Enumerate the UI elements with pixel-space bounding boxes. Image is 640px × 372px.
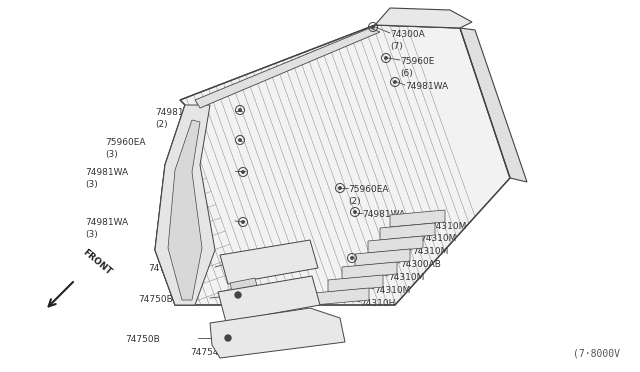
Polygon shape (355, 249, 410, 266)
Text: (7·8000V: (7·8000V (573, 348, 620, 358)
Circle shape (239, 109, 241, 111)
Text: 74981WA: 74981WA (405, 82, 448, 91)
Polygon shape (342, 262, 397, 279)
Polygon shape (220, 240, 318, 284)
Polygon shape (390, 210, 445, 227)
Text: 74981WA: 74981WA (85, 218, 128, 227)
Text: 74981WA: 74981WA (155, 108, 198, 117)
Text: 74981WA: 74981WA (85, 168, 128, 177)
Polygon shape (314, 288, 369, 305)
Polygon shape (460, 28, 527, 182)
Circle shape (351, 257, 353, 259)
Text: 75960EA: 75960EA (348, 185, 388, 194)
Text: 74310M: 74310M (412, 247, 449, 256)
Text: 74754N: 74754N (148, 264, 183, 273)
Polygon shape (375, 8, 472, 28)
Polygon shape (380, 223, 435, 240)
Text: (3): (3) (105, 150, 118, 159)
Circle shape (239, 139, 241, 141)
Polygon shape (210, 308, 345, 358)
Polygon shape (195, 28, 380, 108)
Text: 74310H: 74310H (360, 299, 396, 308)
Text: (2): (2) (155, 120, 168, 129)
Text: (3): (3) (85, 230, 98, 239)
Text: FRONT: FRONT (81, 247, 113, 276)
Polygon shape (168, 120, 202, 300)
Polygon shape (155, 25, 510, 305)
Text: 74310M: 74310M (420, 234, 456, 243)
Circle shape (235, 292, 241, 298)
Text: 74300A: 74300A (390, 30, 425, 39)
Text: 74300AB: 74300AB (400, 260, 441, 269)
Circle shape (225, 335, 231, 341)
Polygon shape (218, 276, 320, 322)
Text: 74750B: 74750B (125, 335, 160, 344)
Polygon shape (155, 105, 215, 305)
Text: 74310M: 74310M (430, 222, 467, 231)
Text: 75960EA: 75960EA (105, 138, 145, 147)
Text: 75960E: 75960E (400, 57, 435, 66)
Circle shape (242, 221, 244, 223)
Circle shape (242, 171, 244, 173)
Text: (6): (6) (400, 69, 413, 78)
Text: (3): (3) (85, 180, 98, 189)
Circle shape (339, 187, 341, 189)
Circle shape (372, 26, 374, 28)
Text: 74310M: 74310M (374, 286, 410, 295)
Text: 74754Q: 74754Q (190, 348, 225, 357)
Text: (2): (2) (348, 197, 360, 206)
Text: (7): (7) (390, 42, 403, 51)
Circle shape (394, 81, 396, 83)
Polygon shape (328, 275, 383, 292)
Text: 74981WA: 74981WA (362, 210, 405, 219)
Text: 74750B: 74750B (138, 295, 173, 304)
Polygon shape (368, 236, 423, 253)
Text: 74310M: 74310M (388, 273, 424, 282)
Polygon shape (230, 278, 258, 295)
Circle shape (385, 57, 387, 59)
Circle shape (354, 211, 356, 213)
